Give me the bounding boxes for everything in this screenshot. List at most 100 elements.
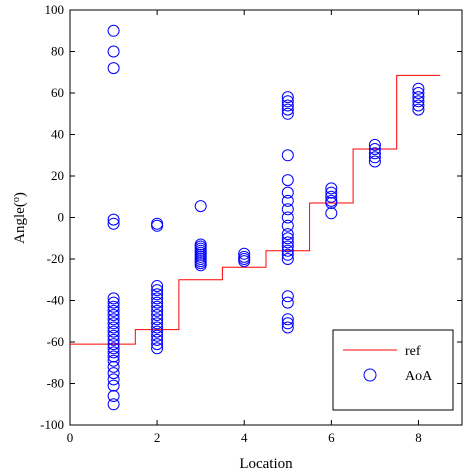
aoa-point	[281, 219, 294, 232]
aoa-point	[151, 317, 164, 330]
aoa-point	[281, 203, 294, 216]
y-tick-label: 60	[51, 85, 64, 100]
aoa-point	[107, 325, 120, 338]
legend-aoa-swatch	[363, 368, 377, 382]
y-axis-title: Angle(o)	[11, 192, 29, 244]
aoa-point	[368, 147, 381, 160]
aoa-point	[281, 194, 294, 207]
legend: ref AoA	[332, 329, 454, 411]
aoa-point	[107, 329, 120, 342]
aoa-point	[107, 300, 120, 313]
x-tick-label: 2	[154, 430, 161, 445]
aoa-point	[281, 244, 294, 257]
aoa-point	[151, 288, 164, 301]
aoa-point	[107, 213, 120, 226]
aoa-point	[281, 149, 294, 162]
aoa-point	[325, 190, 338, 203]
aoa-point	[107, 338, 120, 351]
aoa-point	[281, 296, 294, 309]
x-axis-title: Location	[239, 456, 293, 472]
aoa-point	[151, 219, 164, 232]
aoa-point	[151, 342, 164, 355]
aoa-point	[107, 317, 120, 330]
aoa-point	[107, 62, 120, 75]
y-tick-label: 20	[51, 168, 64, 183]
aoa-point	[281, 232, 294, 245]
aoa-point	[281, 313, 294, 326]
aoa-point	[107, 373, 120, 386]
aoa-point	[325, 182, 338, 195]
aoa-point	[107, 398, 120, 411]
aoa-point	[107, 217, 120, 230]
aoa-point	[107, 333, 120, 346]
aoa-point	[281, 103, 294, 116]
aoa-point	[151, 292, 164, 305]
aoa-point	[151, 296, 164, 309]
legend-box	[332, 329, 454, 411]
aoa-point	[151, 329, 164, 342]
y-axis-title-end: )	[12, 192, 28, 197]
aoa-point	[281, 317, 294, 330]
aoa-point	[238, 255, 251, 268]
aoa-point	[281, 99, 294, 112]
aoa-point	[107, 313, 120, 326]
aoa-point	[107, 45, 120, 58]
aoa-point	[412, 95, 425, 108]
aoa-point	[151, 333, 164, 346]
aoa-point	[107, 342, 120, 355]
aoa-point	[151, 304, 164, 317]
x-tick-label: 4	[241, 430, 248, 445]
aoa-point	[412, 91, 425, 104]
aoa-point	[194, 259, 207, 272]
aoa-point	[281, 290, 294, 303]
aoa-point	[107, 379, 120, 392]
aoa-point	[151, 313, 164, 326]
aoa-point	[368, 138, 381, 151]
y-tick-label: 0	[58, 210, 65, 225]
x-tick-label: 6	[328, 430, 335, 445]
aoa-point	[107, 292, 120, 305]
aoa-point	[412, 103, 425, 116]
aoa-point	[412, 87, 425, 99]
aoa-point	[107, 321, 120, 334]
aoa-point	[281, 186, 294, 199]
aoa-point	[281, 211, 294, 224]
aoa-point	[281, 240, 294, 253]
ref-step-line	[70, 74, 441, 345]
y-tick-label: -60	[47, 334, 64, 349]
y-tick-label: 80	[51, 44, 64, 59]
ref-series	[70, 74, 441, 345]
aoa-point	[151, 300, 164, 313]
aoa-point	[107, 350, 120, 363]
y-tick-label: -100	[40, 417, 64, 432]
aoa-point	[325, 207, 338, 220]
aoa-point	[281, 228, 294, 241]
aoa-point	[281, 321, 294, 334]
aoa-point	[151, 280, 164, 292]
y-axis-title-main: Angle(	[12, 202, 28, 244]
aoa-point	[281, 236, 294, 249]
aoa-point	[107, 24, 120, 37]
aoa-point	[107, 346, 120, 359]
aoa-point	[412, 82, 425, 95]
aoa-point	[151, 284, 164, 297]
aoa-series	[107, 24, 425, 411]
aoa-point	[368, 143, 381, 155]
y-tick-label: -80	[47, 376, 64, 391]
y-tick-label: 40	[51, 127, 64, 142]
aoa-point	[281, 174, 294, 187]
aoa-point	[194, 200, 207, 213]
legend-aoa-label: AoA	[405, 369, 433, 384]
aoa-point	[281, 95, 294, 108]
aoa-point	[281, 253, 294, 265]
aoa-point	[238, 247, 251, 260]
aoa-point	[368, 151, 381, 164]
aoa-point	[107, 354, 120, 367]
aoa-point	[151, 325, 164, 338]
aoa-point	[107, 367, 120, 380]
y-tick-label: 100	[45, 2, 65, 17]
x-tick-label: 8	[415, 430, 422, 445]
aoa-point	[368, 155, 381, 168]
y-axis-title-sup: o	[11, 197, 22, 202]
